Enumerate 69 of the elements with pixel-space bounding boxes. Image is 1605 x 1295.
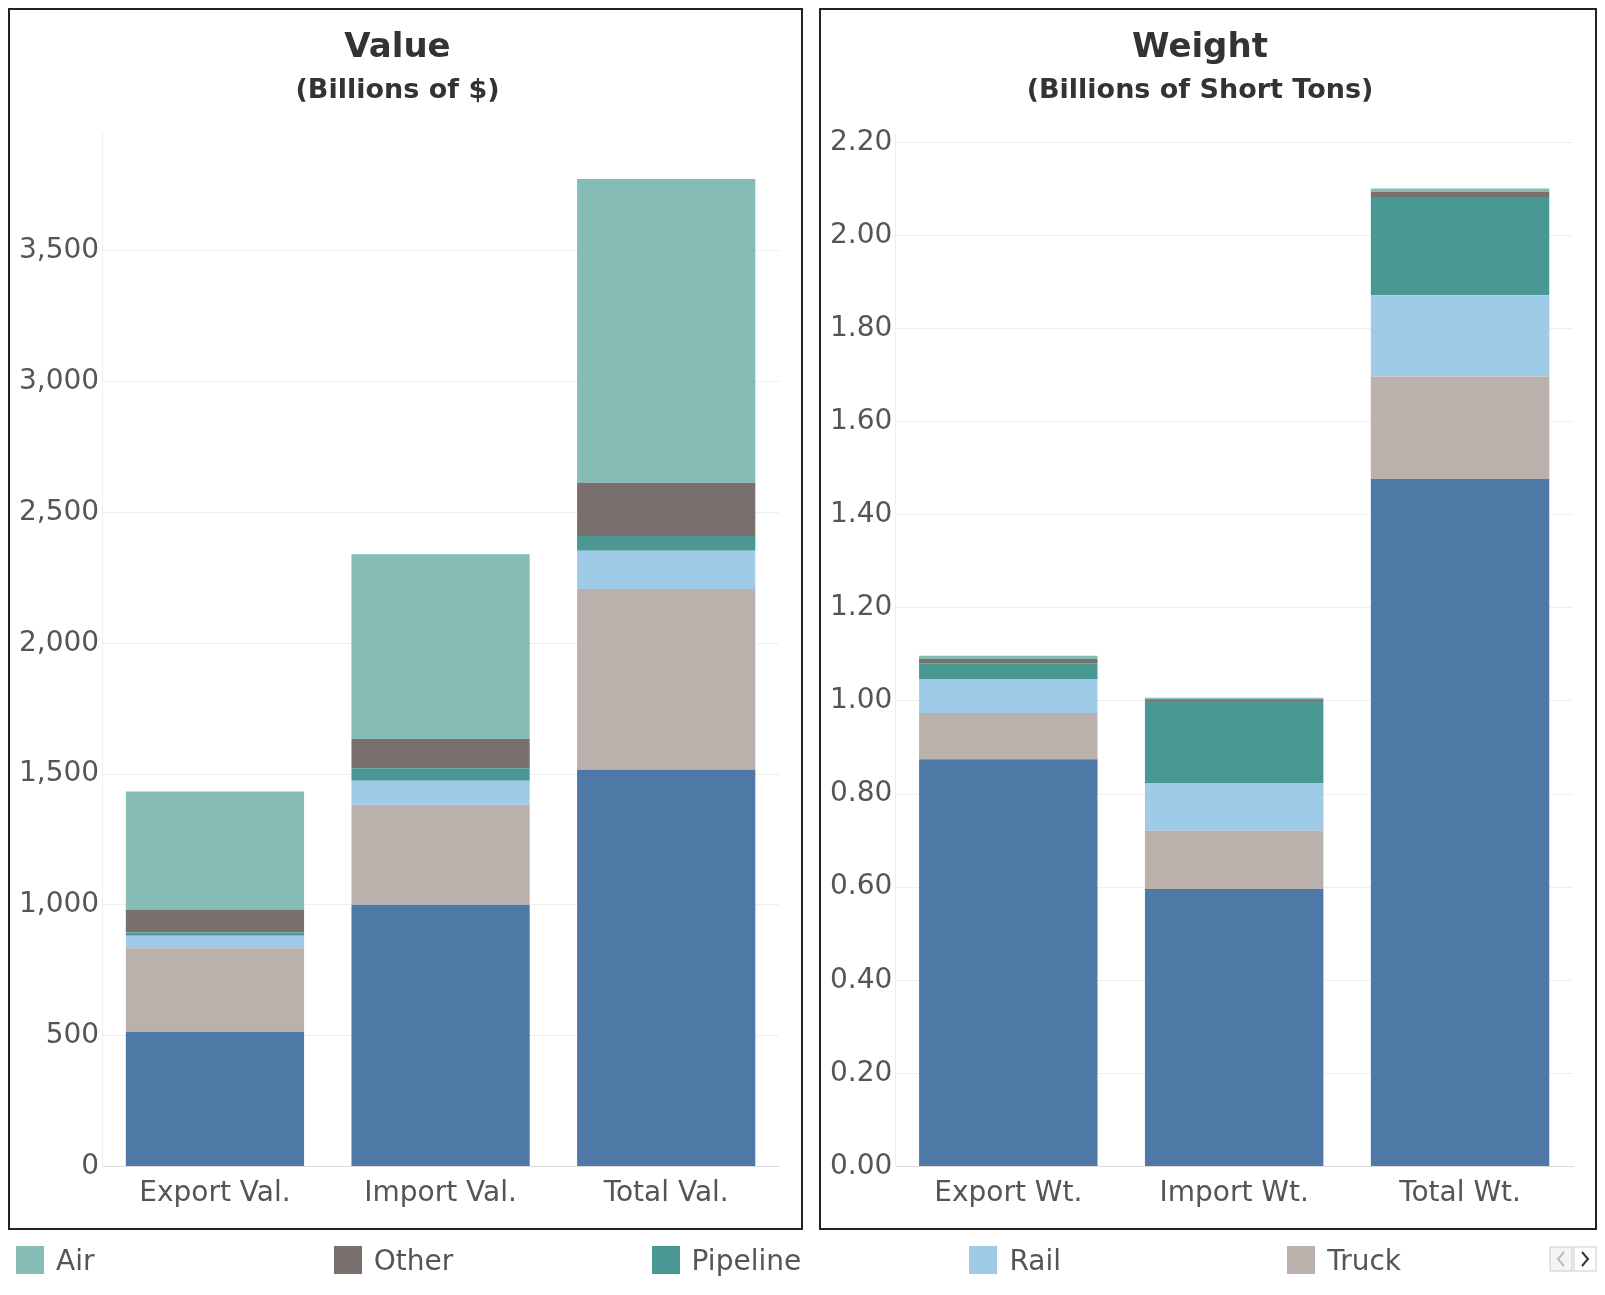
bar [1370, 188, 1550, 192]
bar [1144, 782, 1324, 831]
chart-title: Weight [1132, 25, 1268, 66]
bar [125, 948, 305, 1032]
bar [1370, 196, 1550, 296]
x-tick-label: Import Wt. [1159, 1175, 1309, 1209]
y-tick-label: 2.00 [830, 216, 893, 250]
bar [351, 554, 530, 739]
bar [351, 780, 530, 805]
y-tick-label: 1.00 [830, 682, 893, 716]
y-tick-label: 2,000 [18, 624, 100, 658]
bar [1144, 889, 1324, 1166]
bar [351, 904, 530, 1166]
legend-label: Air [56, 1243, 95, 1277]
y-tick-label: 0.00 [830, 1147, 893, 1181]
y-tick-label: 2,500 [18, 493, 100, 527]
bar [125, 1031, 305, 1166]
x-tick-label: Export Wt. [934, 1175, 1083, 1209]
legend-label: Truck [1327, 1243, 1402, 1277]
bar [577, 589, 756, 770]
bar [577, 536, 756, 551]
y-tick-label: 1.60 [830, 403, 893, 437]
bar [125, 935, 305, 949]
bar [919, 663, 1098, 680]
bar [577, 482, 756, 537]
x-tick-label: Total Val. [602, 1175, 729, 1209]
bar [1370, 295, 1550, 377]
y-tick-label: 1.80 [830, 309, 893, 343]
y-tick-label: 1,000 [18, 886, 100, 920]
bar [125, 791, 305, 910]
legend-label: Pipeline [691, 1243, 802, 1277]
y-tick-label: 0.80 [830, 775, 893, 809]
bar [919, 655, 1098, 660]
bar [1370, 479, 1550, 1166]
bar [919, 679, 1098, 714]
bar [125, 909, 305, 933]
bar [577, 550, 756, 590]
legend-label: Rail [1009, 1243, 1061, 1277]
bar [1370, 376, 1550, 479]
bar [1144, 830, 1324, 890]
y-tick-label: 3,500 [18, 232, 100, 266]
bar [125, 932, 305, 936]
y-tick-label: 0.60 [830, 868, 893, 902]
y-tick-label: 2.20 [830, 123, 893, 157]
bar [351, 739, 530, 769]
x-tick-label: Export Val. [139, 1175, 291, 1209]
y-tick-label: 500 [45, 1016, 100, 1050]
bar [351, 804, 530, 905]
bar [577, 178, 756, 483]
x-tick-label: Import Val. [364, 1175, 517, 1209]
y-tick-label: 1,500 [18, 755, 100, 789]
bar [577, 769, 756, 1166]
chart-subtitle: (Billions of Short Tons) [1026, 73, 1374, 105]
x-tick-label: Total Wt. [1398, 1175, 1521, 1209]
bar [919, 713, 1098, 760]
y-tick-label: 0.20 [830, 1054, 893, 1088]
y-tick-label: 1.40 [830, 496, 893, 530]
bar [351, 768, 530, 781]
legend-label: Other [373, 1243, 454, 1277]
chart-title: Value [344, 25, 451, 66]
y-tick-label: 3,000 [18, 362, 100, 396]
y-tick-label: 0.40 [830, 961, 893, 995]
y-tick-label: 0 [81, 1147, 100, 1181]
y-tick-label: 1.20 [830, 589, 893, 623]
chart-subtitle: (Billions of $) [295, 73, 500, 105]
bar [1144, 701, 1324, 783]
bar [919, 759, 1098, 1166]
bar [919, 659, 1098, 664]
bar [1370, 191, 1550, 197]
